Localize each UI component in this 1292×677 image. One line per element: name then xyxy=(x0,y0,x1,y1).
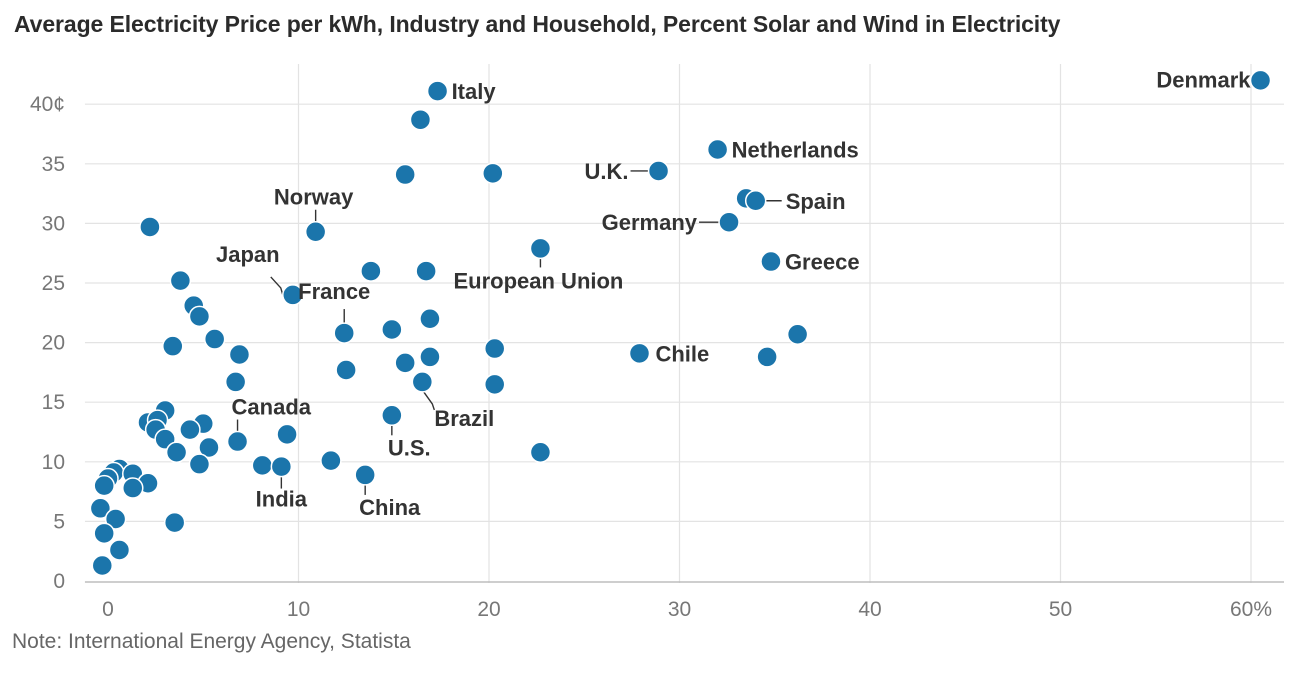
data-point xyxy=(529,237,552,260)
y-tick-label: 40¢ xyxy=(30,93,65,116)
x-tick-label: 20 xyxy=(477,598,500,621)
data-point xyxy=(270,455,293,478)
data-point xyxy=(354,464,376,486)
data-point xyxy=(394,352,416,374)
data-point xyxy=(426,80,449,102)
data-point xyxy=(226,430,249,453)
x-tick-label: 50 xyxy=(1049,598,1072,621)
y-tick-label: 15 xyxy=(42,391,65,414)
data-point xyxy=(320,449,342,472)
y-tick-label: 30 xyxy=(42,212,65,235)
data-point xyxy=(483,337,506,360)
data-point xyxy=(706,138,729,161)
data-point xyxy=(282,284,304,306)
y-tick-label: 35 xyxy=(42,153,65,176)
data-point xyxy=(228,343,251,366)
y-tick-label: 25 xyxy=(42,272,65,295)
point-labels: Denmark Italy Netherlands U.K. Spain Germany N… xyxy=(216,67,1251,520)
data-point xyxy=(381,318,403,341)
leader-lines xyxy=(236,170,782,495)
data-point xyxy=(360,260,382,282)
point-label: U.S. xyxy=(388,435,431,460)
leader-line xyxy=(421,389,435,411)
data-point xyxy=(188,305,211,328)
data-point xyxy=(628,342,651,365)
data-point xyxy=(224,371,247,393)
grid-layer xyxy=(84,64,1284,583)
point-label: Japan xyxy=(216,242,280,267)
data-point xyxy=(163,511,186,534)
point-label: Brazil xyxy=(434,406,494,431)
point-label: Netherlands xyxy=(732,137,859,162)
leader-line xyxy=(270,276,284,296)
data-point xyxy=(203,328,226,350)
data-point xyxy=(304,220,327,243)
point-label: China xyxy=(359,495,421,520)
data-point xyxy=(179,418,201,441)
point-label: Canada xyxy=(232,395,312,420)
point-label: Norway xyxy=(274,185,354,210)
data-point xyxy=(93,522,115,545)
data-point xyxy=(419,308,441,330)
point-label: India xyxy=(256,487,308,512)
data-point xyxy=(756,346,778,368)
data-point xyxy=(169,269,192,292)
data-point xyxy=(165,441,188,464)
source-note: Note: International Energy Agency, Stati… xyxy=(12,630,411,653)
data-point xyxy=(529,441,552,464)
data-point xyxy=(718,211,740,233)
data-point xyxy=(409,108,432,131)
y-tick-label: 5 xyxy=(53,510,65,533)
tick-labels: 0 5 10 15 20 25 30 35 40¢ 0 10 20 30 40 50 60% xyxy=(30,93,1272,621)
data-point xyxy=(482,162,504,185)
data-point xyxy=(104,508,127,530)
data-point xyxy=(91,554,114,577)
point-label: Greece xyxy=(785,250,860,275)
data-point xyxy=(381,404,403,427)
data-point xyxy=(394,163,416,186)
data-point xyxy=(276,423,298,446)
x-tick-label: 10 xyxy=(287,598,310,621)
y-tick-label: 20 xyxy=(42,332,65,355)
data-point xyxy=(108,539,131,561)
point-label: U.K. xyxy=(585,159,629,184)
data-point xyxy=(760,250,782,273)
data-point xyxy=(744,190,767,212)
data-point xyxy=(188,453,211,475)
point-label: France xyxy=(298,279,370,304)
point-label: Germany xyxy=(602,210,698,235)
data-point xyxy=(93,474,115,497)
y-tick-label: 0 xyxy=(53,570,65,593)
data-point xyxy=(162,335,184,357)
data-point xyxy=(411,371,434,393)
point-label: European Union xyxy=(453,268,623,293)
data-point xyxy=(419,346,441,368)
data-point xyxy=(415,260,437,282)
point-label: Chile xyxy=(655,341,709,366)
data-point xyxy=(786,323,809,346)
data-point xyxy=(89,497,112,520)
data-point xyxy=(139,216,161,238)
chart-title: Average Electricity Price per kWh, Indus… xyxy=(14,11,1061,37)
point-label: Italy xyxy=(452,79,497,104)
data-point xyxy=(335,359,357,381)
data-point xyxy=(647,160,670,182)
point-label: Spain xyxy=(786,189,846,214)
y-tick-label: 10 xyxy=(42,451,65,474)
data-point xyxy=(333,322,355,344)
data-point xyxy=(483,373,506,396)
data-points xyxy=(89,69,1272,577)
x-tick-label: 40 xyxy=(858,598,881,621)
data-point xyxy=(251,454,274,477)
point-label: Denmark xyxy=(1156,67,1251,92)
x-tick-label: 30 xyxy=(668,598,691,621)
x-tick-label: 0 xyxy=(102,598,114,621)
x-tick-label: 60% xyxy=(1230,598,1272,621)
data-point xyxy=(1249,69,1272,92)
data-point xyxy=(198,436,220,459)
data-point xyxy=(122,477,144,499)
